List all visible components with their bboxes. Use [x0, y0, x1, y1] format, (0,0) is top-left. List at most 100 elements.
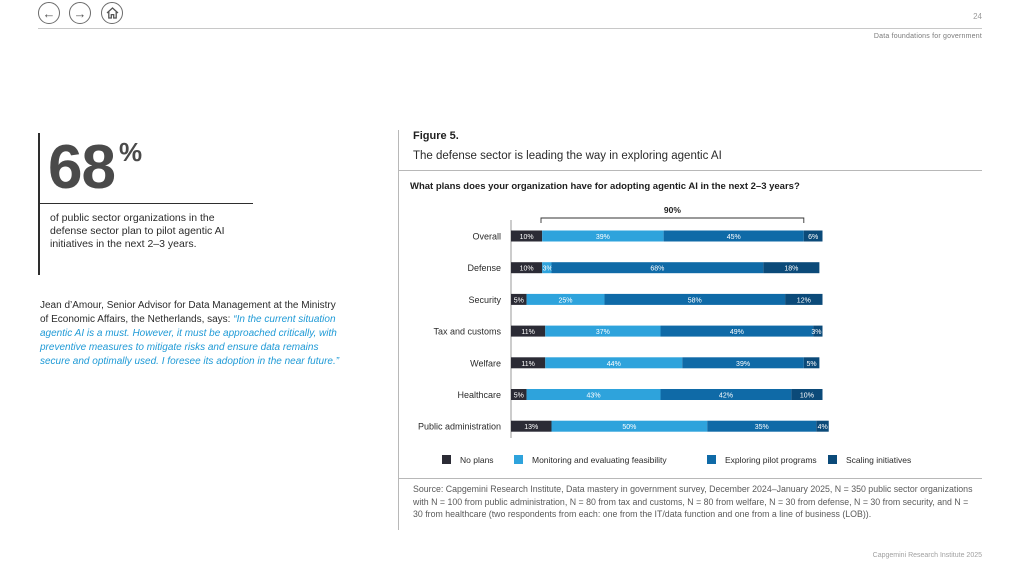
data-label: 5%: [514, 393, 524, 400]
legend-swatch: [514, 455, 523, 464]
legend-swatch: [442, 455, 451, 464]
data-label: 39%: [596, 234, 610, 241]
figure-title: The defense sector is leading the way in…: [413, 150, 722, 162]
stat-vertical-rule: [38, 133, 40, 275]
category-label: Security: [468, 295, 501, 305]
data-label: 10%: [520, 266, 534, 273]
stat-percent-sign: %: [119, 137, 143, 167]
data-label: 50%: [622, 424, 636, 431]
bar-segment: [813, 325, 823, 337]
quote-block: Jean d’Amour, Senior Advisor for Data Ma…: [40, 299, 340, 369]
data-label: 5%: [514, 297, 524, 304]
bar-segment: [663, 230, 804, 242]
category-label: Public administration: [418, 422, 501, 432]
legend-label: Exploring pilot programs: [725, 455, 817, 465]
bar-segment: [542, 262, 552, 274]
data-label: 42%: [719, 393, 733, 400]
bar-segment: [803, 230, 823, 242]
data-label: 11%: [521, 361, 535, 368]
back-button[interactable]: ←: [38, 2, 60, 24]
bar-segment: [551, 420, 708, 432]
category-label: Healthcare: [457, 390, 501, 400]
bar-segment: [542, 230, 664, 242]
bracket-line: [540, 217, 805, 223]
source-note: Source: Capgemini Research Institute, Da…: [413, 484, 973, 519]
bar-segment: [551, 262, 764, 274]
bar-segment: [526, 389, 661, 400]
bar-segment: [526, 293, 605, 305]
stat-number: 68: [48, 133, 116, 202]
legend-swatch: [707, 455, 716, 464]
bar-segment: [511, 293, 527, 305]
chart-title: What plans does your organization have f…: [410, 181, 800, 192]
data-label: 13%: [524, 424, 538, 431]
stat-description: of public sector organizations in the de…: [50, 212, 225, 250]
data-label: 25%: [559, 297, 573, 304]
bar-segment: [816, 420, 829, 432]
data-label: 11%: [521, 329, 535, 336]
stat-callout: 68 % of public sector organizations in t…: [38, 133, 253, 275]
data-label: 44%: [607, 361, 621, 368]
bar-segment: [511, 230, 543, 242]
bar-segment: [660, 325, 814, 337]
bar-segment: [604, 293, 786, 305]
data-label: 3%: [811, 329, 821, 336]
arrow-right-icon: →: [73, 5, 87, 21]
stacked-bar-chart: 90% Overall 10% 39% 45% 6% Defense 10% 3% 68% 18% S…: [418, 205, 911, 465]
data-label: 49%: [730, 329, 744, 336]
bracket-label: 90%: [664, 205, 681, 215]
bar-segment: [511, 389, 527, 400]
bar-segment: [791, 389, 823, 400]
forward-button[interactable]: →: [69, 2, 91, 24]
legend-swatch: [828, 455, 837, 464]
category-label: Overall: [472, 232, 501, 242]
home-icon: [106, 7, 118, 19]
header-divider: [38, 28, 982, 29]
data-label: 39%: [736, 361, 750, 368]
data-label: 68%: [650, 266, 664, 273]
data-label: 4%: [818, 424, 828, 431]
bar-segment: [545, 325, 661, 337]
legend-label: Scaling initiatives: [846, 455, 911, 465]
bar-segment: [803, 357, 820, 369]
quote-text: “In the current situation agentic AI is …: [40, 314, 340, 367]
figure-title-rule: [398, 170, 982, 171]
category-label: Defense: [467, 263, 501, 273]
source-rule: [398, 478, 982, 479]
bar-segment: [707, 420, 817, 432]
bar-segment: [682, 357, 804, 369]
bar-segment: [511, 262, 543, 274]
home-button[interactable]: [101, 2, 123, 24]
figure-label: Figure 5.: [413, 130, 459, 142]
section-title: Data foundations for government: [873, 33, 982, 40]
page-number: 24: [973, 12, 982, 21]
data-label: 45%: [727, 234, 741, 241]
category-label: Welfare: [470, 358, 501, 368]
legend-label: Monitoring and evaluating feasibility: [532, 455, 667, 465]
bar-segment: [660, 389, 792, 400]
quote-attribution: Jean d’Amour, Senior Advisor for Data Ma…: [40, 300, 336, 325]
data-label: 3%: [543, 266, 553, 273]
data-label: 58%: [688, 297, 702, 304]
data-label: 10%: [520, 234, 534, 241]
category-label: Tax and customs: [433, 327, 501, 337]
data-label: 12%: [797, 297, 811, 304]
bar-segment: [785, 293, 823, 305]
figure-divider: [398, 130, 399, 530]
stat-horizontal-rule: [38, 203, 253, 204]
bar-segment: [511, 420, 552, 432]
data-label: 5%: [807, 361, 817, 368]
data-label: 37%: [596, 329, 610, 336]
arrow-left-icon: ←: [42, 5, 56, 21]
data-label: 18%: [784, 266, 798, 273]
bar-segment: [545, 357, 683, 369]
data-label: 10%: [800, 393, 814, 400]
footer-credit: Capgemini Research Institute 2025: [872, 552, 982, 559]
data-label: 35%: [755, 424, 769, 431]
bar-segment: [763, 262, 820, 274]
bar-segment: [511, 325, 546, 337]
legend-label: No plans: [460, 455, 494, 465]
data-label: 6%: [808, 234, 818, 241]
bar-segment: [511, 357, 546, 369]
data-label: 43%: [587, 393, 601, 400]
